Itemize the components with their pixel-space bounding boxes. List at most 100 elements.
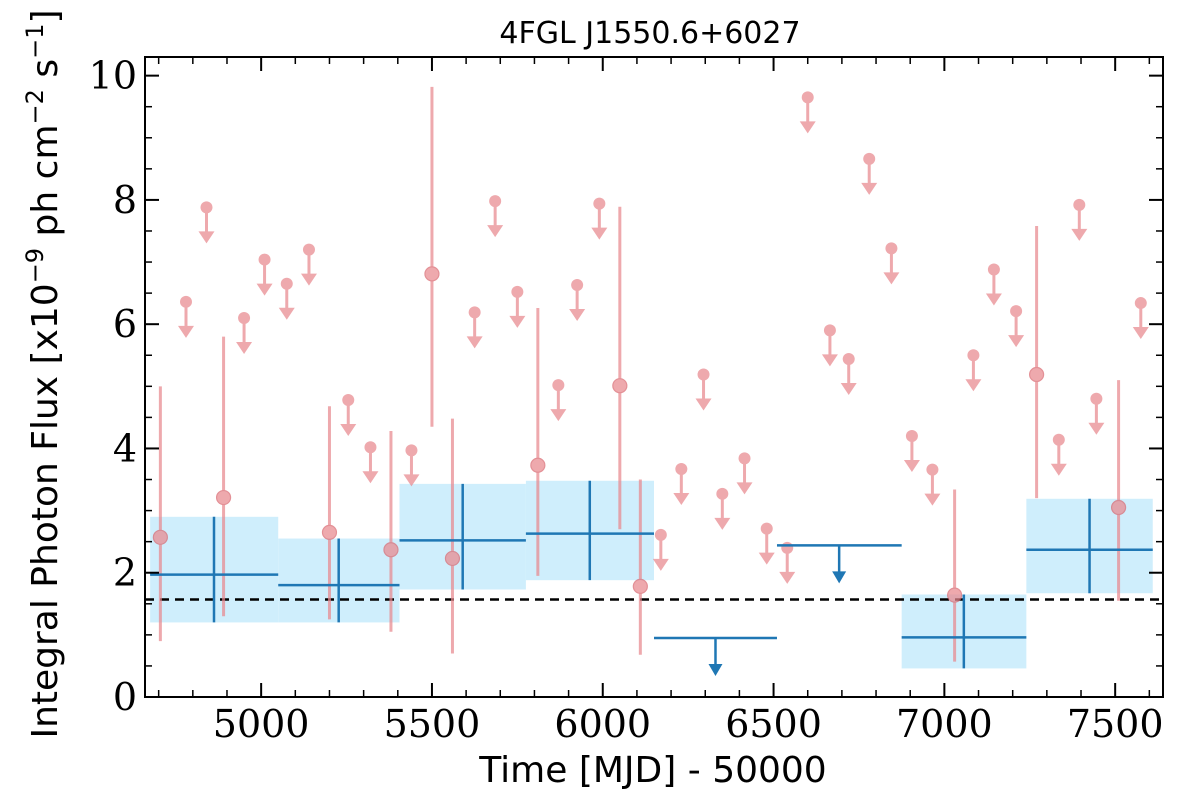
short-bin-upper-limit	[883, 242, 900, 285]
short-bin-upper-limit	[861, 152, 878, 195]
upper-limit-marker	[760, 522, 773, 535]
upper-limit-arrow	[758, 552, 775, 565]
upper-limit-marker	[511, 285, 524, 298]
long-bin-upper-limit-arrow	[832, 571, 847, 584]
upper-limit-arrow	[362, 471, 379, 484]
upper-limit-marker	[571, 279, 584, 292]
short-bin-upper-limit	[1132, 297, 1149, 340]
upper-limit-arrow	[840, 382, 857, 395]
short-bin-upper-limit	[1050, 433, 1067, 476]
upper-limit-marker	[258, 253, 271, 266]
short-bin-upper-limit	[403, 444, 420, 487]
short-bin-marker	[530, 457, 546, 473]
short-bin-point	[1110, 380, 1127, 601]
short-bin-marker	[321, 524, 338, 540]
upper-limit-arrow	[1008, 335, 1025, 348]
upper-limit-marker	[405, 444, 418, 457]
short-bin-upper-limit	[256, 253, 273, 296]
short-bin-upper-limit	[236, 311, 253, 354]
short-bin-upper-limit	[1071, 198, 1088, 241]
upper-limit-marker	[842, 352, 855, 365]
upper-limit-arrow	[1050, 463, 1067, 476]
upper-limit-arrow	[340, 423, 357, 436]
upper-limit-arrow	[985, 293, 1002, 306]
short-bin-point	[321, 406, 338, 620]
short-bin-upper-limit	[779, 541, 796, 584]
upper-limit-arrow	[861, 182, 878, 195]
axes-frame	[144, 56, 1164, 698]
upper-limit-marker	[885, 242, 898, 255]
upper-limit-marker	[801, 91, 814, 104]
short-bin-upper-limit	[1088, 392, 1105, 435]
upper-limit-marker	[1134, 297, 1147, 310]
upper-limit-marker	[967, 349, 980, 362]
x-tick-label: 6000	[554, 702, 651, 746]
upper-limit-marker	[1090, 392, 1103, 405]
x-tick-label: 6500	[725, 702, 822, 746]
upper-limit-marker	[863, 152, 876, 165]
short-bin-point	[444, 418, 461, 654]
short-bin-upper-limit	[965, 349, 982, 392]
short-bin-marker	[612, 378, 628, 394]
upper-limit-arrow	[198, 231, 215, 244]
short-bin-point	[383, 431, 399, 632]
upper-limit-marker	[781, 541, 794, 554]
upper-limit-marker	[738, 452, 751, 465]
short-bin-marker	[1029, 366, 1045, 383]
short-bin-marker	[632, 578, 648, 594]
short-bin-upper-limit	[903, 430, 920, 473]
upper-limit-marker	[654, 528, 667, 541]
upper-limit-arrow	[821, 354, 838, 367]
short-bin-marker	[152, 529, 168, 545]
upper-limit-arrow	[673, 492, 690, 505]
upper-limit-arrow	[403, 474, 420, 487]
short-bin-upper-limit	[509, 285, 526, 328]
upper-limit-marker	[468, 306, 481, 319]
x-tick-label: 7500	[1067, 702, 1164, 746]
short-bin-upper-limit	[362, 441, 379, 484]
x-tick-label: 5500	[384, 702, 481, 746]
short-bin-marker	[947, 587, 963, 603]
upper-limit-marker	[489, 195, 502, 208]
x-tick-label: 5000	[213, 702, 310, 746]
upper-limit-arrow	[779, 571, 796, 584]
short-bin-marker	[424, 266, 440, 282]
upper-limit-marker	[716, 487, 729, 500]
upper-limit-marker	[1052, 433, 1065, 446]
y-tick-label: 0	[113, 675, 137, 719]
short-bin-upper-limit	[198, 201, 215, 244]
plot-area: 5000 5500 6000 6500 7000 7500 0 2 4 6 8 10	[89, 54, 1164, 746]
y-axis-label: Integral Photon Flux [x10−9 ph cm−2 s−1]	[21, 9, 66, 738]
y-tick-label: 2	[113, 551, 137, 595]
upper-limit-arrow	[903, 460, 920, 473]
upper-limit-marker	[364, 441, 377, 454]
upper-limit-arrow	[883, 272, 900, 285]
upper-limit-arrow	[550, 409, 567, 422]
short-bin-point	[424, 86, 440, 427]
short-bin-upper-limit	[673, 462, 690, 505]
upper-limit-arrow	[695, 398, 712, 411]
short-bin-upper-limit	[652, 528, 669, 571]
upper-limit-arrow	[278, 307, 295, 320]
chart-title: 4FGL J1550.6+6027	[499, 16, 800, 51]
upper-limit-marker	[238, 311, 251, 324]
upper-limit-arrow	[466, 336, 483, 349]
upper-limit-arrow	[652, 558, 669, 571]
upper-limit-arrow	[1071, 228, 1088, 241]
upper-limit-marker	[675, 462, 688, 475]
y-tick-label: 4	[113, 426, 137, 470]
upper-limit-marker	[697, 368, 710, 381]
upper-limit-marker	[905, 430, 918, 443]
x-tick-label: 7000	[896, 702, 993, 746]
upper-limit-arrow	[487, 225, 504, 238]
upper-limit-arrow	[300, 273, 317, 286]
upper-limit-arrow	[177, 325, 194, 338]
short-bin-point	[215, 336, 232, 617]
upper-limit-marker	[302, 243, 315, 256]
short-bin-point	[612, 206, 628, 530]
short-bin-upper-limit	[550, 379, 567, 422]
upper-limit-arrow	[591, 227, 608, 240]
upper-limit-marker	[1010, 305, 1023, 318]
short-bin-point	[947, 489, 963, 662]
